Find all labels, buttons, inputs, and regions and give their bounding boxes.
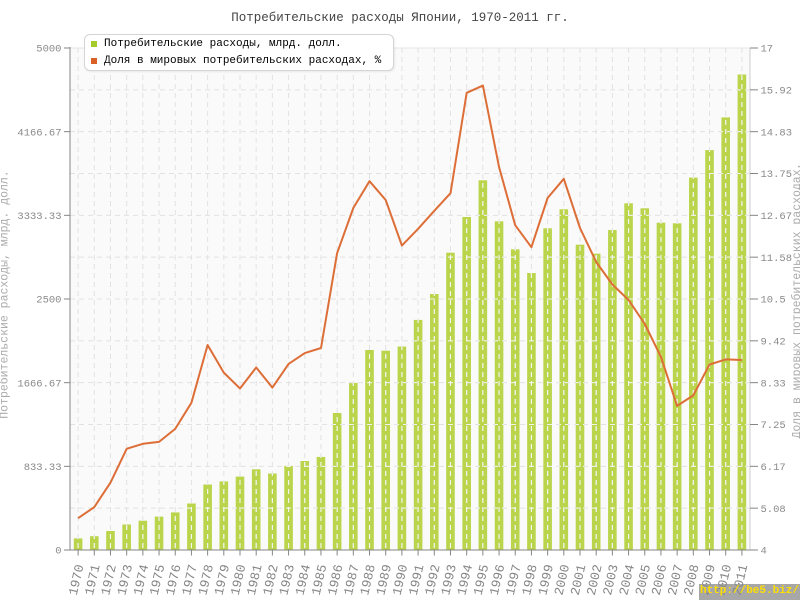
svg-text:1980: 1980 (228, 563, 250, 597)
svg-text:6.17: 6.17 (761, 462, 786, 474)
svg-text:1666.67: 1666.67 (17, 378, 61, 390)
svg-text:14.83: 14.83 (761, 127, 793, 139)
svg-text:1983: 1983 (276, 563, 298, 597)
svg-text:15.92: 15.92 (761, 85, 793, 97)
svg-text:1972: 1972 (98, 563, 120, 597)
svg-text:1973: 1973 (114, 563, 136, 597)
svg-text:5000: 5000 (36, 44, 61, 56)
svg-text:10.5: 10.5 (761, 295, 786, 307)
svg-text:4166.67: 4166.67 (17, 127, 61, 139)
svg-text:0: 0 (55, 546, 61, 558)
svg-text:1971: 1971 (82, 563, 104, 597)
svg-text:2003: 2003 (600, 563, 622, 597)
svg-text:833.33: 833.33 (24, 462, 62, 474)
svg-text:1996: 1996 (487, 563, 509, 597)
svg-text:1989: 1989 (373, 563, 395, 597)
svg-text:2007: 2007 (665, 563, 687, 597)
svg-text:1974: 1974 (131, 563, 153, 597)
svg-text:2008: 2008 (681, 563, 703, 597)
svg-text:8.33: 8.33 (761, 378, 786, 390)
svg-text:1988: 1988 (357, 563, 379, 597)
svg-text:1981: 1981 (244, 563, 266, 597)
svg-text:2005: 2005 (633, 563, 655, 597)
svg-text:11.58: 11.58 (761, 253, 793, 265)
svg-text:1997: 1997 (503, 563, 525, 597)
svg-text:1998: 1998 (519, 563, 541, 597)
svg-text:2000: 2000 (552, 563, 574, 597)
svg-text:1975: 1975 (147, 563, 169, 597)
svg-text:1984: 1984 (293, 563, 315, 597)
svg-text:13.75: 13.75 (761, 169, 793, 181)
svg-text:17: 17 (761, 44, 774, 56)
svg-text:1986: 1986 (325, 563, 347, 597)
svg-text:12.67: 12.67 (761, 211, 793, 223)
svg-text:1992: 1992 (422, 563, 444, 597)
svg-text:9.42: 9.42 (761, 336, 786, 348)
svg-text:1991: 1991 (406, 563, 428, 597)
svg-text:5.08: 5.08 (761, 504, 786, 516)
svg-text:1999: 1999 (535, 563, 557, 597)
svg-text:1979: 1979 (212, 563, 234, 597)
svg-text:2002: 2002 (584, 563, 606, 597)
svg-text:1993: 1993 (438, 563, 460, 597)
svg-text:3333.33: 3333.33 (17, 211, 61, 223)
svg-text:2001: 2001 (568, 563, 590, 597)
svg-text:1990: 1990 (390, 563, 412, 597)
svg-text:7.25: 7.25 (761, 420, 786, 432)
svg-text:1976: 1976 (163, 563, 185, 597)
svg-text:1995: 1995 (471, 563, 493, 597)
svg-text:4: 4 (761, 546, 767, 558)
svg-text:1970: 1970 (66, 563, 88, 597)
svg-text:2500: 2500 (36, 295, 61, 307)
svg-text:1985: 1985 (309, 563, 331, 597)
svg-text:1994: 1994 (454, 563, 476, 597)
svg-text:1977: 1977 (179, 563, 201, 597)
svg-text:2004: 2004 (616, 563, 638, 597)
svg-text:1987: 1987 (341, 563, 363, 597)
svg-text:1982: 1982 (260, 563, 282, 597)
svg-text:1978: 1978 (195, 563, 217, 597)
svg-text:2006: 2006 (649, 563, 671, 597)
